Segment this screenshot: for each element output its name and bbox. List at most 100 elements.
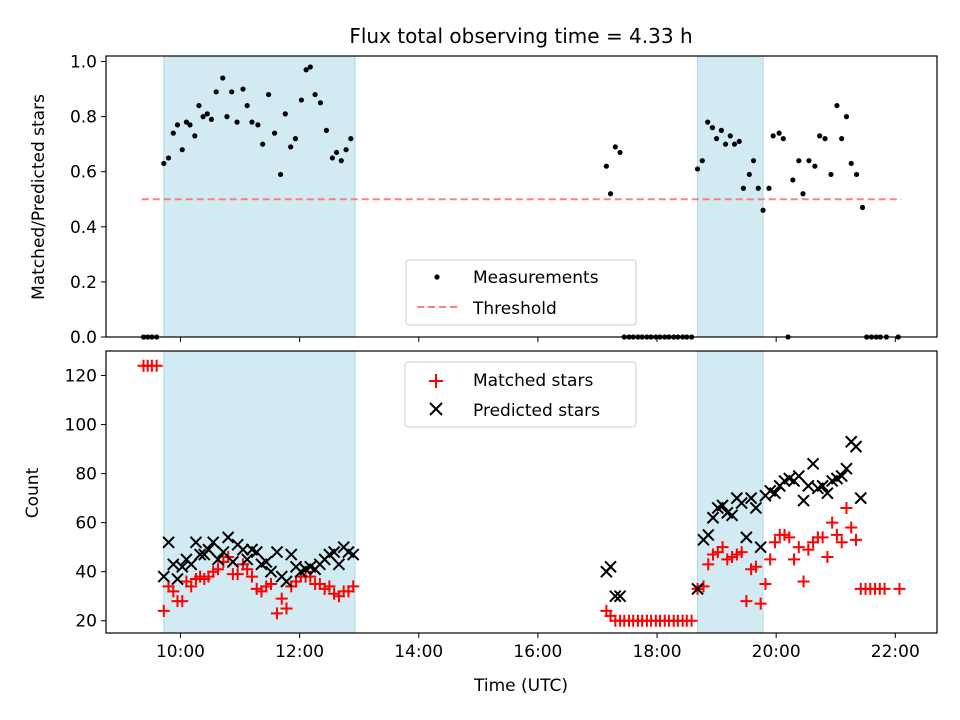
measurement-point: [343, 147, 349, 153]
ratio-legend: Measurements Threshold: [405, 259, 637, 326]
predicted-star-point: [264, 565, 278, 578]
predicted-star-point: [285, 548, 298, 561]
measurement-point: [307, 64, 313, 70]
count-legend: Matched stars Predicted stars: [404, 361, 637, 428]
measurement-point: [170, 130, 176, 136]
measurement-point: [834, 102, 840, 109]
predicted-star-point: [260, 555, 273, 569]
predicted-star-point: [332, 558, 346, 571]
measurement-point: [790, 177, 796, 183]
count-y-axis-label: Count: [23, 467, 43, 518]
matched-star-point: [241, 563, 254, 576]
legend-measurements-label: Measurements: [473, 268, 599, 288]
measurement-point: [192, 133, 198, 139]
predicted-star-point: [193, 548, 207, 561]
x-tick-label: 12:00: [275, 642, 324, 662]
measurement-point: [612, 144, 618, 150]
measurement-point: [204, 111, 210, 117]
predicted-star-point: [270, 545, 284, 559]
matched-star-point: [849, 533, 862, 546]
measurement-point: [727, 133, 733, 139]
measurement-point: [694, 166, 701, 172]
legend-measurements-marker: [434, 274, 440, 280]
predicted-star-point: [797, 494, 810, 507]
measurement-point: [200, 114, 206, 120]
measurement-point: [271, 130, 278, 136]
measurement-point: [266, 91, 272, 98]
measurement-point: [607, 191, 614, 197]
matched-star-point: [840, 501, 853, 514]
x-tick-label: 14:00: [394, 642, 443, 662]
measurement-point: [165, 155, 172, 161]
predicted-star-point: [816, 479, 829, 493]
shaded-window-1: [697, 55, 764, 338]
measurement-point: [196, 102, 202, 109]
y-tick-label: 0.4: [70, 218, 97, 238]
predicted-star-point: [240, 553, 254, 566]
predicted-star-point: [157, 570, 170, 583]
matched-star-point: [821, 550, 834, 563]
measurement-point: [187, 122, 193, 128]
matched-star-point: [783, 531, 796, 544]
measurement-point: [229, 89, 235, 95]
measurement-point: [333, 149, 340, 156]
measurement-point: [776, 130, 782, 136]
predicted-star-point: [202, 543, 215, 556]
measurement-point: [709, 125, 716, 131]
measurement-point: [766, 185, 772, 191]
y-tick-label: 0.0: [70, 328, 97, 348]
predicted-star-point: [735, 496, 748, 510]
predicted-star-point: [211, 553, 225, 566]
y-tick-label: 120: [65, 367, 97, 387]
matched-star-point: [265, 577, 278, 590]
matched-star-point: [845, 521, 858, 534]
predicted-star-point: [849, 440, 863, 453]
measurement-point: [298, 97, 304, 103]
matched-star-point: [157, 604, 170, 617]
ratio-plot-frame: [105, 55, 938, 338]
predicted-star-point: [221, 531, 235, 544]
predicted-star-point: [176, 560, 189, 573]
measurement-point: [746, 171, 752, 178]
matched-star-point: [764, 553, 777, 566]
measurement-point: [174, 122, 181, 128]
x-tick-label: 16:00: [513, 642, 562, 662]
predicted-star-point: [609, 590, 622, 603]
y-tick-label: 0.2: [70, 273, 97, 293]
y-tick-label: 100: [65, 416, 97, 436]
predicted-star-point: [217, 545, 230, 559]
measurement-point: [603, 163, 609, 169]
predicted-star-point: [840, 462, 853, 475]
measurement-point: [722, 141, 729, 147]
measurement-point: [848, 160, 854, 167]
measurement-point: [277, 171, 284, 178]
legend-predicted-marker: [429, 402, 443, 416]
matched-star-point: [185, 580, 198, 593]
predicted-star-point: [854, 491, 867, 505]
matched-star-point: [816, 531, 829, 544]
matched-star-point: [749, 560, 762, 573]
predicted-star-point: [802, 479, 815, 493]
measurement-point: [244, 102, 250, 109]
measurement-point: [179, 147, 185, 153]
matched-star-point: [735, 546, 748, 559]
predicted-star-point: [207, 536, 220, 549]
matched-star-point: [893, 582, 906, 595]
predicted-star-point: [835, 469, 848, 483]
matched-star-point: [797, 575, 810, 588]
x-tick-label: 18:00: [633, 642, 682, 662]
measurement-point: [755, 185, 761, 191]
measurement-point: [288, 144, 294, 150]
predicted-star-point: [740, 531, 753, 544]
measurement-point: [260, 141, 266, 147]
measurement-point: [213, 89, 219, 95]
measurement-point: [224, 114, 230, 120]
measurement-point: [750, 158, 757, 164]
measurement-point: [770, 133, 776, 139]
measurement-point: [183, 119, 190, 125]
y-tick-label: 20: [75, 612, 97, 632]
measurement-point: [208, 116, 215, 122]
ratio-y-axis-label: Matched/Predicted stars: [29, 94, 49, 300]
predicted-star-point: [744, 491, 758, 505]
matched-star-point: [150, 359, 163, 372]
